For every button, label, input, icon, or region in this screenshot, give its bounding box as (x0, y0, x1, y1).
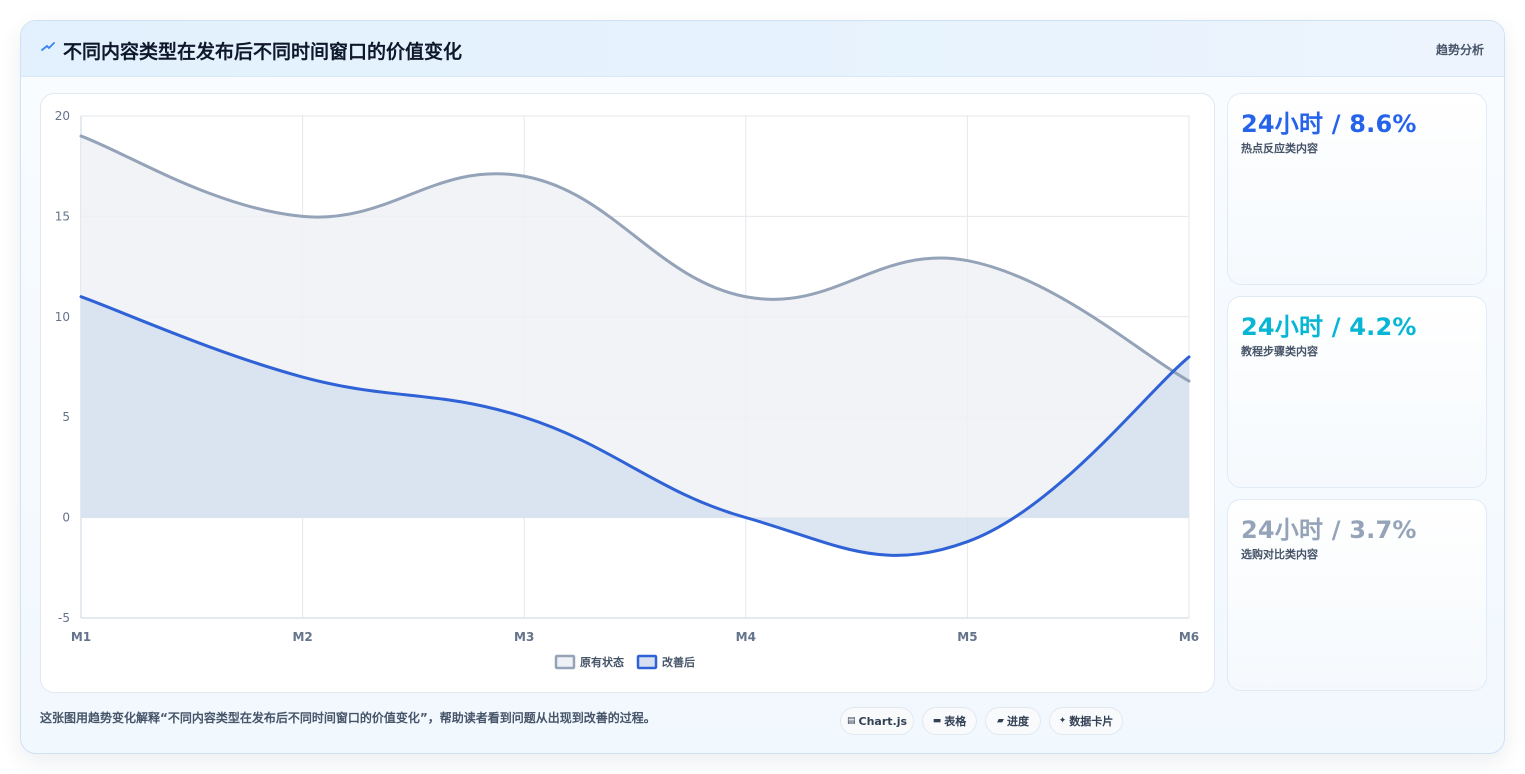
legend-swatch (554, 654, 576, 670)
chip-label: Chart.js (858, 714, 908, 728)
y-tick-label: 20 (55, 109, 70, 123)
y-tick-label: 10 (55, 310, 70, 324)
x-tick-label: M3 (514, 630, 534, 644)
stat-value: 24小时 / 8.6% (1241, 110, 1417, 138)
y-tick-label: 0 (62, 511, 70, 525)
y-tick-label: 5 (62, 410, 70, 424)
x-tick-label: M5 (957, 630, 977, 644)
chart-panel: 20 15 10 5 0 -5 M1 M2 M3 M4 M5 M6 原有状态 改善后 (40, 93, 1215, 693)
x-tick-label: M1 (71, 630, 91, 644)
stat-card-hot: 24小时 / 8.6% 热点反应类内容 (1227, 93, 1487, 285)
series-line-2 (79, 295, 1191, 557)
page-title: 不同内容类型在发布后不同时间窗口的价值变化 (63, 41, 463, 63)
x-tick-label: M2 (292, 630, 312, 644)
y-tick-label: -5 (58, 611, 70, 625)
chip-chartjs[interactable]: ▤ Chart.js (840, 707, 914, 735)
stat-label: 选购对比类内容 (1241, 548, 1318, 561)
series-area-2 (81, 296, 1189, 556)
stat-value: 24小时 / 3.7% (1241, 516, 1417, 544)
chart-card: 不同内容类型在发布后不同时间窗口的价值变化 趋势分析 20 15 10 5 0 -5 M1 M… (20, 20, 1505, 754)
card-header: 不同内容类型在发布后不同时间窗口的价值变化 趋势分析 (21, 21, 1504, 77)
stat-label: 教程步骤类内容 (1241, 345, 1318, 358)
chart-icon: ▤ (846, 716, 856, 726)
chip-label: 数据卡片 (1069, 715, 1114, 728)
x-tick-label: M4 (736, 630, 756, 644)
x-tick-label: M6 (1179, 630, 1199, 644)
progress-icon: ▰ (997, 716, 1004, 726)
line-chart: 20 15 10 5 0 -5M1 M2 M3 M4 M5 M6 原有状态 改善后 (55, 109, 1199, 670)
stat-card-tutorial: 24小时 / 4.2% 教程步骤类内容 (1227, 296, 1487, 488)
chip-label: 表格 (944, 715, 967, 728)
stat-label: 热点反应类内容 (1241, 142, 1318, 155)
legend-swatch (636, 654, 658, 670)
legend-label: 原有状态 (580, 655, 624, 669)
legend-label: 改善后 (662, 655, 695, 669)
stat-card-compare: 24小时 / 3.7% 选购对比类内容 (1227, 499, 1487, 691)
chip-progress[interactable]: ▰ 进度 (985, 707, 1041, 735)
chip-label: 进度 (1006, 715, 1029, 728)
data-card-icon: ✦ (1058, 716, 1067, 726)
chart-caption: 这张图用趋势变化解释“不同内容类型在发布后不同时间窗口的价值变化”，帮助读者看到… (40, 711, 656, 725)
table-icon: ▬ (932, 716, 942, 726)
header-tag: 趋势分析 (1435, 43, 1484, 57)
chip-data-card[interactable]: ✦ 数据卡片 (1049, 707, 1123, 735)
series-line-1 (79, 134, 1191, 383)
stat-value: 24小时 / 4.2% (1241, 313, 1417, 341)
y-tick-label: 15 (55, 209, 70, 223)
trend-line-icon (41, 42, 55, 51)
chip-table[interactable]: ▬ 表格 (922, 707, 977, 735)
